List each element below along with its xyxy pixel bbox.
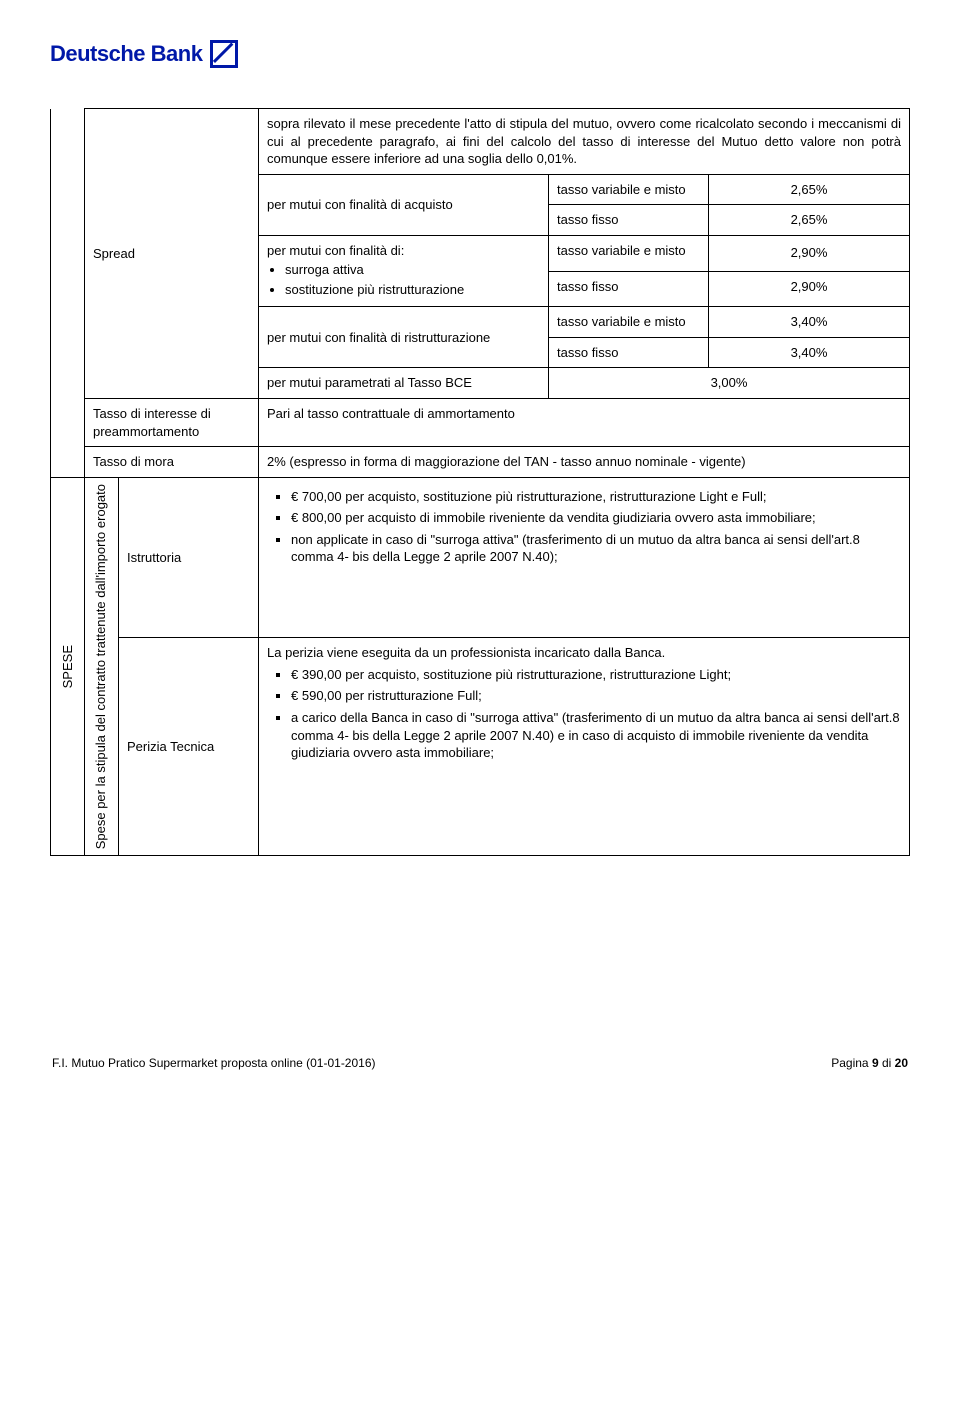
istruttoria-b3: non applicate in caso di "surroga attiva… bbox=[291, 531, 901, 566]
perizia-b3: a carico della Banca in caso di "surroga… bbox=[291, 709, 901, 762]
ristrutt-var-label: tasso variabile e misto bbox=[549, 307, 709, 338]
empty-cell bbox=[51, 399, 85, 447]
istruttoria-b2: € 800,00 per acquisto di immobile riveni… bbox=[291, 509, 901, 527]
empty-cell bbox=[51, 109, 85, 175]
surroga-fix-label: tasso fisso bbox=[549, 271, 709, 307]
empty-cell bbox=[51, 368, 85, 399]
footer-page: 9 bbox=[872, 1056, 879, 1070]
footer-right-suffix: di bbox=[879, 1056, 895, 1070]
footer-right: Pagina 9 di 20 bbox=[831, 1056, 908, 1070]
istruttoria-b1: € 700,00 per acquisto, sostituzione più … bbox=[291, 488, 901, 506]
surroga-head: per mutui con finalità di: bbox=[267, 243, 404, 258]
empty-cell bbox=[51, 174, 85, 205]
bce-val: 3,00% bbox=[549, 368, 910, 399]
footer-total: 20 bbox=[895, 1056, 908, 1070]
empty-cell bbox=[51, 337, 85, 368]
perizia-b1: € 390,00 per acquisto, sostituzione più … bbox=[291, 666, 901, 684]
empty-cell bbox=[51, 271, 85, 307]
spese-vlabel-cell: SPESE bbox=[51, 477, 85, 855]
preamm-label: Tasso di interesse di preammortamento bbox=[85, 399, 259, 447]
istruttoria-content: € 700,00 per acquisto, sostituzione più … bbox=[259, 477, 910, 638]
perizia-label: Perizia Tecnica bbox=[119, 638, 259, 856]
mora-value: 2% (espresso in forma di maggiorazione d… bbox=[259, 447, 910, 478]
preamm-value: Pari al tasso contrattuale di ammortamen… bbox=[259, 399, 910, 447]
ristrutt-fix-val: 3,40% bbox=[709, 337, 910, 368]
footer-right-prefix: Pagina bbox=[831, 1056, 872, 1070]
spese-sub-vlabel: Spese per la stipula del contratto tratt… bbox=[93, 484, 109, 849]
surroga-var-label: tasso variabile e misto bbox=[549, 235, 709, 271]
footer-left: F.I. Mutuo Pratico Supermarket proposta … bbox=[52, 1056, 376, 1070]
surroga-label-cell: per mutui con finalità di: surroga attiv… bbox=[259, 235, 549, 307]
acquisto-label: per mutui con finalità di acquisto bbox=[259, 174, 549, 235]
empty-cell bbox=[51, 235, 85, 271]
logo-text: Deutsche Bank bbox=[50, 41, 202, 67]
bce-label: per mutui parametrati al Tasso BCE bbox=[259, 368, 549, 399]
ristrutt-label: per mutui con finalità di ristrutturazio… bbox=[259, 307, 549, 368]
spread-label: Spread bbox=[93, 246, 135, 261]
intro-text: sopra rilevato il mese precedente l'atto… bbox=[259, 109, 910, 175]
footer: F.I. Mutuo Pratico Supermarket proposta … bbox=[50, 1056, 910, 1070]
perizia-content: La perizia viene eseguita da un professi… bbox=[259, 638, 910, 856]
surroga-bul2: sostituzione più ristrutturazione bbox=[285, 281, 540, 299]
mora-label: Tasso di mora bbox=[85, 447, 259, 478]
spread-label-cell: Spread bbox=[85, 109, 259, 399]
logo-icon bbox=[210, 40, 238, 68]
istruttoria-label: Istruttoria bbox=[119, 477, 259, 638]
ristrutt-var-val: 3,40% bbox=[709, 307, 910, 338]
surroga-fix-val: 2,90% bbox=[709, 271, 910, 307]
spese-sub-vlabel-cell: Spese per la stipula del contratto tratt… bbox=[85, 477, 119, 855]
surroga-var-val: 2,90% bbox=[709, 235, 910, 271]
rates-table: Spread sopra rilevato il mese precedente… bbox=[50, 108, 910, 856]
ristrutt-fix-label: tasso fisso bbox=[549, 337, 709, 368]
page: Deutsche Bank Spread sopra rilevato il m… bbox=[0, 0, 960, 1100]
acquisto-fix-label: tasso fisso bbox=[549, 205, 709, 236]
empty-cell bbox=[51, 447, 85, 478]
spese-vlabel: SPESE bbox=[59, 645, 77, 688]
acquisto-var-label: tasso variabile e misto bbox=[549, 174, 709, 205]
perizia-intro: La perizia viene eseguita da un professi… bbox=[267, 644, 901, 662]
surroga-bul1: surroga attiva bbox=[285, 261, 540, 279]
empty-cell bbox=[51, 205, 85, 236]
acquisto-fix-val: 2,65% bbox=[709, 205, 910, 236]
logo: Deutsche Bank bbox=[50, 40, 910, 68]
acquisto-var-val: 2,65% bbox=[709, 174, 910, 205]
empty-cell bbox=[51, 307, 85, 338]
perizia-b2: € 590,00 per ristrutturazione Full; bbox=[291, 687, 901, 705]
